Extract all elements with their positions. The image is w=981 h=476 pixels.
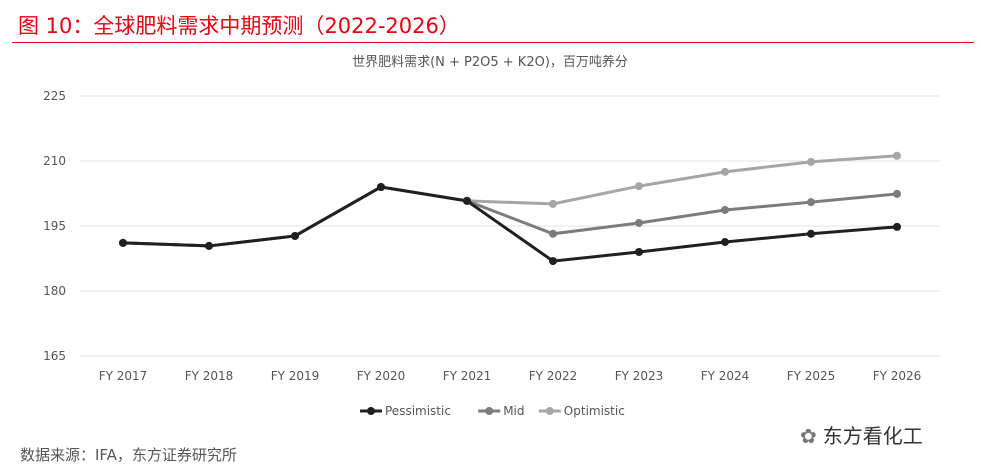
data-point-pessimistic (463, 196, 471, 205)
data-point-mid (807, 198, 815, 207)
data-point-optimistic (807, 157, 815, 166)
brand-name: 东方看化工 (822, 424, 923, 448)
data-point-optimistic (549, 199, 557, 208)
data-point-pessimistic (635, 248, 643, 256)
legend-marker (545, 407, 554, 415)
x-tick-label: FY 2018 (185, 369, 234, 383)
data-point-mid (635, 218, 643, 227)
data-point-pessimistic (377, 183, 385, 191)
title-divider (12, 42, 974, 43)
data-point-pessimistic (807, 229, 815, 238)
legend-marker (367, 407, 375, 415)
y-tick-label: 180 (43, 284, 66, 298)
data-point-pessimistic (205, 241, 213, 250)
data-point-optimistic (635, 182, 643, 191)
data-point-pessimistic (549, 257, 557, 266)
source-note: 数据来源：IFA，东方证券研究所 (20, 446, 237, 464)
x-tick-label: FY 2019 (271, 369, 320, 383)
y-tick-label: 195 (43, 219, 66, 233)
chart-title: 世界肥料需求(N + P2O5 + K2O)，百万吨养分 (352, 54, 628, 70)
legend-label: Pessimistic (385, 404, 451, 418)
x-tick-label: FY 2017 (99, 369, 148, 383)
x-tick-label: FY 2022 (529, 369, 578, 383)
legend-label: Mid (503, 404, 524, 418)
y-tick-label: 165 (43, 349, 66, 363)
legend-marker (485, 407, 494, 415)
y-tick-label: 225 (43, 89, 66, 103)
data-point-pessimistic (119, 238, 127, 247)
x-tick-label: FY 2024 (701, 369, 750, 383)
x-tick-label: FY 2020 (357, 369, 406, 383)
wechat-icon: ✿ (800, 424, 817, 448)
x-tick-label: FY 2023 (615, 369, 664, 383)
data-point-mid (721, 205, 729, 214)
data-point-pessimistic (893, 222, 901, 231)
data-point-mid (893, 189, 901, 198)
x-tick-label: FY 2025 (787, 369, 836, 383)
data-point-optimistic (721, 167, 729, 176)
y-tick-label: 210 (43, 154, 66, 168)
data-point-pessimistic (291, 231, 299, 240)
legend-label: Optimistic (564, 404, 625, 418)
x-tick-label: FY 2026 (873, 369, 922, 383)
x-tick-label: FY 2021 (443, 369, 492, 383)
figure-title: 图 10：全球肥料需求中期预测（2022-2026） (18, 14, 460, 38)
data-point-optimistic (893, 151, 901, 160)
data-point-mid (549, 229, 557, 238)
series-line-pessimistic (122, 185, 898, 263)
data-point-pessimistic (721, 238, 729, 247)
brand-watermark: ✿ 东方看化工 (800, 420, 923, 449)
